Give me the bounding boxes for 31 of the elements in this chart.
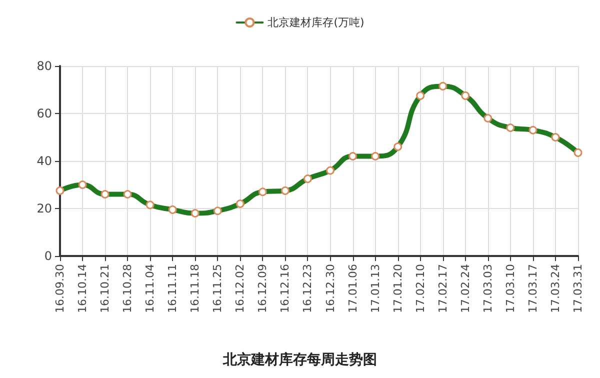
x-tick-label: 17.03.17 — [526, 264, 540, 313]
legend-label: 北京建材库存(万吨) — [268, 16, 364, 29]
y-tick-label: 60 — [36, 106, 52, 120]
x-tick-label: 16.12.02 — [234, 264, 247, 313]
x-tick-label: 16.11.18 — [188, 264, 202, 313]
x-tick-label: 17.02.10 — [414, 264, 427, 313]
x-tick-label: 17.01.20 — [391, 264, 404, 313]
x-tick-label: 17.03.24 — [548, 264, 562, 313]
y-tick-label: 80 — [36, 59, 52, 73]
x-tick-label: 16.10.21 — [98, 264, 112, 313]
x-tick-label: 17.01.13 — [368, 264, 382, 313]
x-tick-label: 16.09.30 — [54, 264, 66, 313]
x-tick-label: 17.03.10 — [504, 264, 517, 313]
y-tick-label: 20 — [36, 202, 52, 216]
x-tick-label: 16.11.04 — [144, 264, 157, 313]
x-tick-label: 16.10.14 — [76, 264, 90, 313]
y-tick-label: 0 — [44, 249, 52, 263]
x-tick-label: 17.03.31 — [572, 264, 584, 313]
x-tick-label: 16.11.11 — [166, 264, 180, 313]
x-tick-label: 16.11.25 — [211, 264, 224, 313]
x-tick-label: 16.12.30 — [324, 264, 337, 313]
x-tick-label: 17.01.06 — [346, 264, 360, 313]
text: 北京建材库存每周走势图 — [222, 351, 377, 368]
x-tick-label: 16.10.28 — [121, 264, 134, 313]
y-tick-label: 40 — [36, 154, 52, 168]
x-tick-label: 16.12.09 — [256, 264, 270, 313]
x-tick-label: 17.02.17 — [436, 264, 450, 313]
x-tick-label: 17.02.24 — [458, 264, 472, 313]
x-tick-label: 16.12.23 — [301, 264, 314, 313]
x-tick-label: 17.03.03 — [481, 264, 494, 313]
x-tick-label: 16.12.16 — [278, 264, 292, 313]
